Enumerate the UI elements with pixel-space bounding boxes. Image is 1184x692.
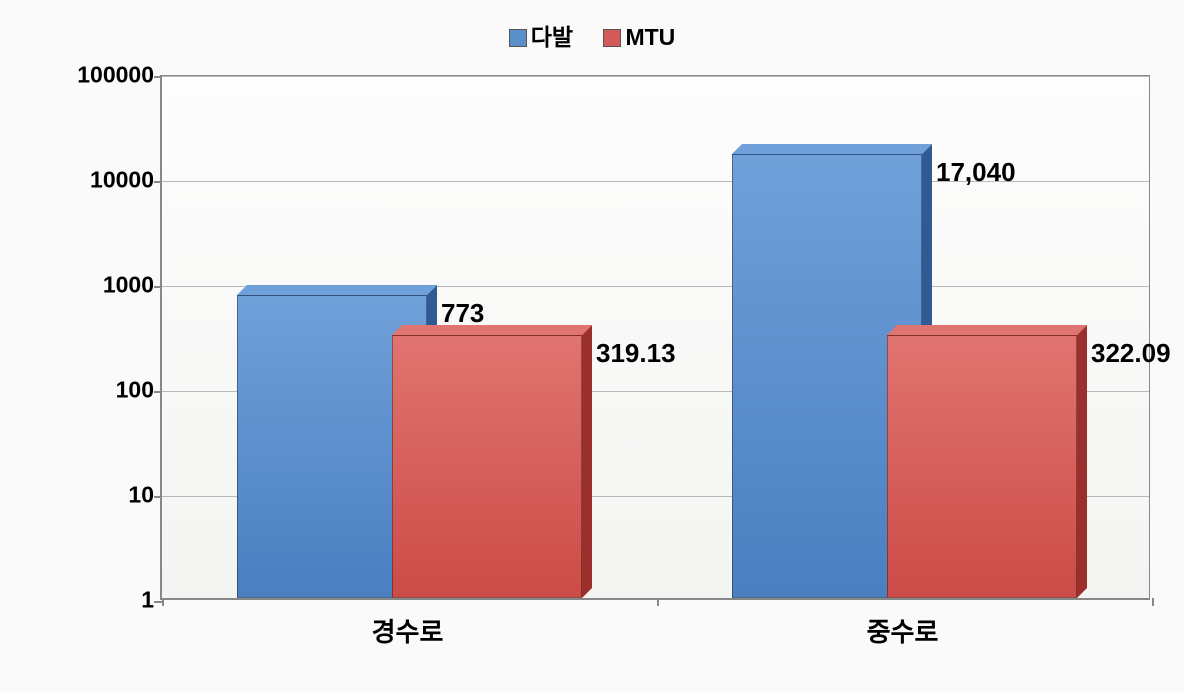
- bar-face: [392, 335, 582, 598]
- y-tick-label: 10: [34, 482, 154, 509]
- y-tick-label: 1: [34, 587, 154, 614]
- y-tick-mark: [154, 601, 162, 603]
- y-tick-mark: [154, 391, 162, 393]
- bar-depth-top: [392, 325, 592, 335]
- legend-swatch-series-2: [603, 29, 621, 47]
- bar-depth-top: [887, 325, 1087, 335]
- legend-label-series-1: 다발: [531, 24, 573, 50]
- bar: [392, 335, 582, 598]
- x-tick-mark: [657, 598, 659, 606]
- legend-item-series-1: 다발: [509, 18, 573, 52]
- y-tick-label: 1000: [34, 272, 154, 299]
- x-tick-mark: [1152, 598, 1154, 606]
- data-label: 17,040: [936, 157, 1016, 188]
- y-tick-label: 100: [34, 377, 154, 404]
- x-tick-label: 경수로: [372, 612, 444, 649]
- gridline: [162, 76, 1149, 77]
- bar-depth-right: [582, 325, 592, 598]
- bar-face: [887, 335, 1077, 598]
- data-label: 322.09: [1091, 338, 1171, 369]
- y-tick-mark: [154, 496, 162, 498]
- data-label: 319.13: [596, 338, 676, 369]
- y-tick-mark: [154, 181, 162, 183]
- x-tick-label: 중수로: [867, 612, 939, 649]
- y-tick-label: 10000: [34, 167, 154, 194]
- bar-depth-right: [1077, 325, 1087, 598]
- legend-label-series-2: MTU: [625, 24, 675, 50]
- data-label: 773: [441, 298, 484, 329]
- plot-area: 773319.1317,040322.09: [160, 75, 1150, 600]
- y-tick-label: 100000: [34, 62, 154, 89]
- legend-item-series-2: MTU: [603, 24, 675, 51]
- chart-container: 다발 MTU 773 319.13 17,040 322.09 1 10 100 1000 1…: [0, 0, 1184, 692]
- y-tick-mark: [154, 286, 162, 288]
- legend-swatch-series-1: [509, 29, 527, 47]
- bar: [887, 335, 1077, 598]
- x-tick-mark: [162, 598, 164, 606]
- bar-depth-top: [732, 144, 932, 154]
- chart-legend: 다발 MTU: [0, 18, 1184, 52]
- y-tick-mark: [154, 76, 162, 78]
- bar-depth-top: [237, 285, 437, 295]
